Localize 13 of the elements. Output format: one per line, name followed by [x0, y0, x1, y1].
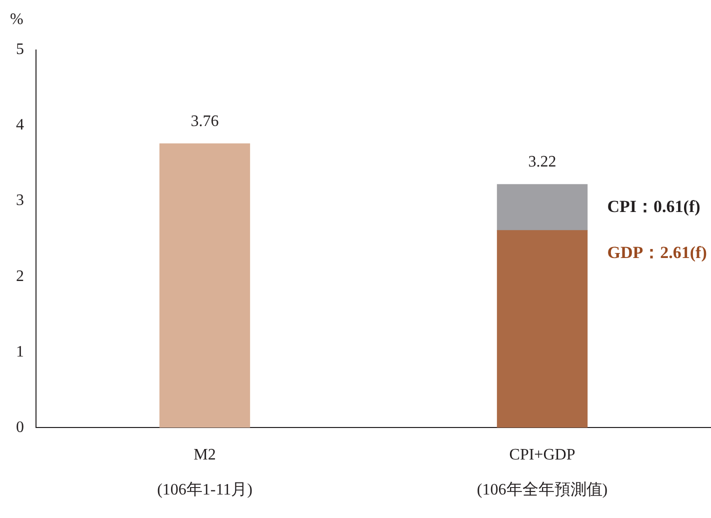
- y-tick-label: 2: [16, 268, 24, 285]
- y-tick-label: 0: [16, 418, 24, 436]
- x-tick-label: CPI+GDP (106年全年預測值): [476, 446, 608, 499]
- series-label: CPI：0.61(f): [607, 196, 700, 216]
- y-tick-label: 3: [16, 192, 24, 210]
- y-axis-title: %: [10, 11, 24, 28]
- y-tick-label: 4: [16, 116, 24, 134]
- y-tick-label: 5: [16, 41, 24, 58]
- total-label: 3.76: [190, 112, 219, 130]
- series-label: GDP：2.61(f): [607, 242, 707, 262]
- y-tick-label: 1: [16, 343, 24, 360]
- x-tick-label: M2 (106年1-11月): [157, 446, 252, 499]
- total-label: 3.22: [528, 154, 556, 171]
